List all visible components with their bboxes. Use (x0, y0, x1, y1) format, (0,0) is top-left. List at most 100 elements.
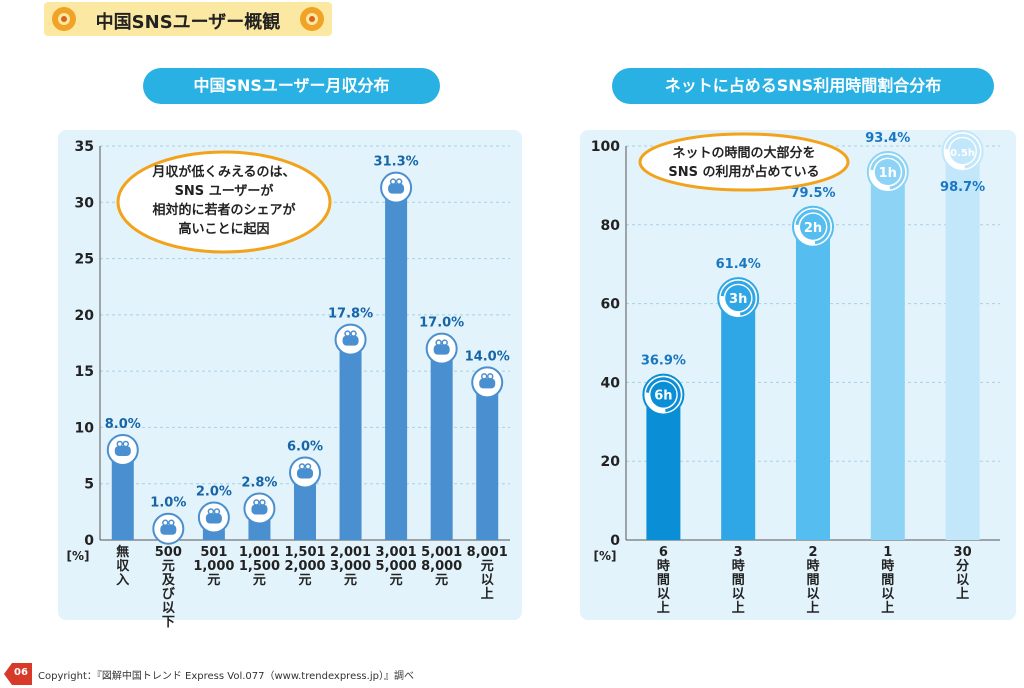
purse-icon (197, 501, 230, 534)
copyright-text: Copyright：『図解中国トレンド Express Vol.077（www.… (38, 671, 414, 682)
icon-label: 1h (879, 166, 897, 181)
x-tick-label: 2 (808, 545, 817, 560)
x-tick-label: 2,000 (284, 559, 325, 574)
annotation-text: 高いことに起因 (178, 221, 269, 237)
x-tick-label: 2,001 (330, 545, 371, 560)
data-label: 79.5% (790, 186, 835, 201)
x-tick-label: 以 (881, 587, 894, 602)
x-tick-label: 間 (732, 573, 745, 588)
x-tick-label: 以 (806, 587, 819, 602)
x-tick-label: 1,500 (239, 559, 280, 574)
chart1-title: 中国SNSユーザー月収分布 (143, 68, 440, 104)
annotation-bubble (638, 132, 850, 192)
annotation-text: 相対的に若者のシェアが (152, 202, 295, 218)
bar (796, 226, 830, 540)
footer: 06 Copyright：『図解中国トレンド Express Vol.077（w… (0, 662, 600, 686)
bar (339, 339, 362, 540)
page-title: 中国SNSユーザー概観 (95, 12, 281, 33)
icon-label: 6h (654, 389, 672, 404)
ornament-icon (52, 7, 76, 31)
x-tick-label: 間 (881, 573, 894, 588)
icon-label: 3h (729, 292, 747, 307)
data-label: 98.7% (940, 180, 985, 195)
data-label: 61.4% (716, 257, 761, 272)
page-badge-icon (4, 663, 32, 685)
icon-label: 0.5h (950, 148, 975, 159)
bar (294, 472, 316, 540)
x-tick-label: 5,001 (421, 545, 462, 560)
x-tick-label: 8,001 (467, 545, 508, 560)
x-tick-label: 3 (734, 545, 743, 560)
y-tick-label: 25 (75, 252, 94, 268)
x-tick-label: 以 (481, 573, 494, 588)
purse-icon (289, 456, 321, 489)
data-label: 93.4% (865, 131, 910, 146)
page-number: 06 (14, 667, 28, 678)
header-banner: 中国SNSユーザー概観 (44, 2, 332, 36)
clock-icon (642, 373, 685, 416)
x-tick-label: 下 (162, 615, 175, 630)
purse-icon (334, 323, 367, 356)
y-tick-label: 20 (75, 308, 95, 324)
y-tick-label: 35 (75, 139, 94, 155)
annotation-bubble (116, 150, 332, 254)
unit-label: [%] (67, 549, 90, 563)
x-tick-label: 時 (657, 558, 670, 574)
x-tick-label: 元 (344, 573, 357, 588)
x-tick-label: 間 (657, 573, 670, 588)
x-tick-label: 元 (253, 573, 266, 588)
x-tick-label: 分 (956, 558, 969, 574)
data-label: 36.9% (641, 354, 686, 369)
y-tick-label: 0 (610, 533, 620, 549)
bar (721, 298, 756, 540)
purse-icon (106, 433, 139, 466)
purse-icon (152, 512, 185, 545)
y-tick-label: 40 (601, 375, 621, 391)
bar (111, 449, 134, 540)
y-tick-label: 100 (591, 139, 620, 155)
clock-icon (866, 151, 909, 194)
y-tick-label: 80 (601, 218, 621, 234)
clock-icon (717, 277, 760, 320)
x-tick-label: 5,000 (376, 559, 417, 574)
x-tick-label: 間 (806, 573, 819, 588)
x-tick-label: 入 (116, 573, 129, 588)
annotation-text: ネットの時間の大部分を (672, 145, 815, 161)
x-tick-label: 6 (659, 545, 668, 560)
y-tick-label: 15 (75, 364, 94, 380)
data-label: 8.0% (105, 417, 141, 432)
x-tick-label: 収 (116, 559, 130, 574)
x-tick-label: 8,000 (421, 559, 462, 574)
x-tick-label: 上 (481, 587, 494, 602)
x-tick-label: 501 (200, 545, 227, 560)
bar (385, 187, 408, 540)
purse-icon (471, 366, 504, 399)
annotation-text: 月収が低くみえるのは、 (151, 164, 295, 180)
x-tick-label: 1,000 (193, 559, 234, 574)
x-tick-label: 500 (155, 545, 182, 560)
x-tick-label: 元 (162, 559, 175, 574)
x-tick-label: 上 (657, 601, 670, 616)
x-tick-label: 元 (435, 573, 448, 588)
x-tick-label: 元 (207, 573, 220, 588)
purse-icon (243, 492, 276, 525)
x-tick-label: 時 (806, 558, 819, 574)
purse-icon (380, 171, 413, 204)
data-label: 6.0% (287, 439, 323, 454)
y-tick-label: 30 (75, 195, 95, 211)
icon-label: 2h (804, 221, 822, 236)
x-tick-label: 上 (956, 587, 969, 602)
x-tick-label: 3,001 (376, 545, 417, 560)
data-label: 17.0% (419, 316, 464, 331)
bar (430, 348, 453, 540)
bar (945, 151, 980, 540)
x-tick-label: 1 (883, 545, 892, 560)
chart2-title: ネットに占めるSNS利用時間割合分布 (612, 68, 994, 104)
x-tick-label: 上 (881, 601, 894, 616)
unit-label: [%] (594, 549, 617, 563)
bar (646, 394, 681, 540)
x-tick-label: 1,501 (284, 545, 325, 560)
x-tick-label: 及 (162, 573, 176, 588)
x-tick-label: 時 (881, 558, 894, 574)
